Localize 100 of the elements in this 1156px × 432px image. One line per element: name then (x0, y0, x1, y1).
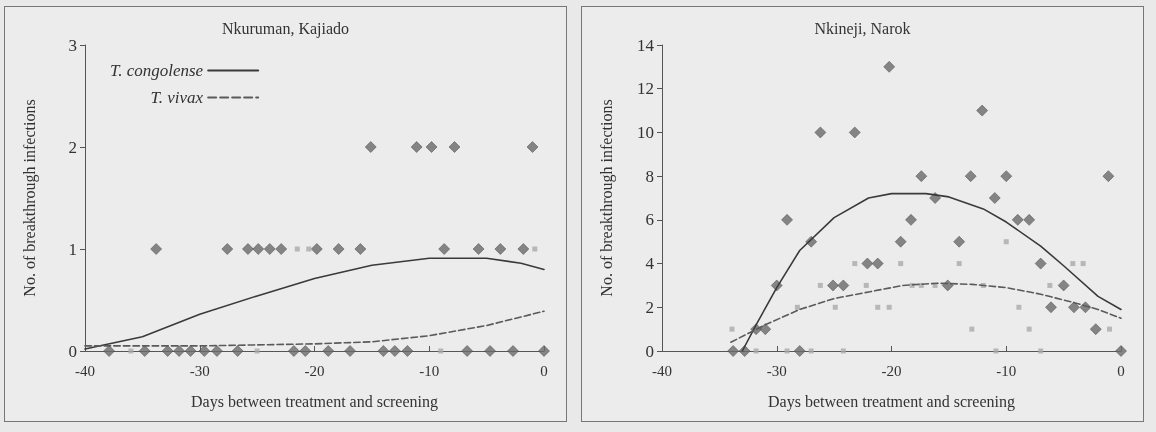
point (781, 214, 793, 226)
y-tick-label: 0 (645, 341, 654, 361)
point (794, 304, 800, 310)
point (1011, 214, 1024, 226)
x-tick-label: -30 (189, 362, 210, 379)
point (306, 246, 312, 252)
x-axis-title: Days between treatment and screening (190, 392, 439, 411)
point (784, 348, 790, 354)
point (837, 279, 850, 292)
point (883, 61, 895, 73)
y-axis-title: No. of breakthrough infections (20, 99, 39, 297)
point (915, 170, 928, 182)
point (138, 345, 151, 357)
x-tick-label: -20 (304, 362, 325, 379)
point (840, 348, 846, 354)
point (827, 279, 839, 292)
point (852, 261, 858, 267)
point (969, 326, 975, 332)
point (150, 243, 162, 255)
point (727, 345, 739, 357)
point (472, 243, 485, 255)
point (275, 243, 288, 255)
point (364, 141, 377, 153)
x-tick-label: -20 (881, 362, 902, 379)
point (898, 261, 904, 267)
point (263, 243, 276, 255)
x-tick-label: 0 (540, 362, 548, 379)
point (173, 345, 185, 357)
point (461, 345, 473, 357)
point (941, 279, 954, 292)
point (905, 214, 917, 226)
y-tick-label: 8 (645, 166, 654, 186)
legend-label: T. vivax (150, 88, 204, 107)
point (753, 348, 759, 354)
y-tick-label: 1 (68, 239, 77, 259)
point (863, 282, 869, 288)
y-tick-label: 2 (645, 297, 654, 317)
line-series (730, 282, 1122, 344)
point (894, 235, 907, 248)
point (953, 235, 965, 248)
point (1080, 261, 1086, 267)
point (1016, 304, 1022, 310)
point (1023, 214, 1035, 226)
point (886, 304, 892, 310)
point (526, 141, 539, 153)
point (507, 345, 519, 357)
y-tick-label: 4 (645, 254, 655, 274)
point (808, 348, 814, 354)
y-tick-label: 10 (637, 122, 654, 142)
point (322, 345, 335, 357)
point (425, 141, 438, 153)
point (288, 345, 300, 357)
y-tick-label: 2 (68, 137, 77, 157)
point (299, 345, 312, 357)
x-tick-label: -10 (996, 362, 1017, 379)
point (184, 345, 197, 357)
point (1000, 170, 1013, 182)
point (848, 126, 861, 139)
point (448, 141, 461, 153)
point (1003, 239, 1009, 245)
point (103, 345, 115, 357)
x-tick-label: -40 (75, 362, 95, 379)
point (993, 348, 999, 354)
point (814, 126, 827, 139)
point (861, 257, 874, 270)
point (242, 243, 254, 255)
point (729, 326, 735, 332)
point (332, 243, 345, 255)
point (875, 304, 881, 310)
point (231, 345, 244, 357)
point (484, 345, 496, 357)
point (1034, 257, 1047, 270)
point (494, 243, 507, 255)
point (294, 246, 300, 252)
point (1068, 301, 1080, 314)
point (1026, 326, 1032, 332)
point (161, 345, 174, 357)
point (252, 243, 265, 255)
point (956, 261, 962, 267)
point (354, 243, 367, 255)
point (1057, 279, 1070, 292)
point (1047, 282, 1053, 288)
point (344, 345, 356, 357)
point (410, 141, 423, 153)
y-axis-title: No. of breakthrough infections (597, 99, 616, 297)
y-tick-label: 12 (637, 79, 654, 99)
point (221, 243, 234, 255)
point (1045, 301, 1057, 314)
y-tick-label: 6 (645, 210, 654, 230)
point (817, 282, 823, 288)
point (1089, 323, 1102, 335)
y-tick-label: 0 (68, 341, 77, 361)
point (976, 104, 988, 117)
point (377, 345, 390, 357)
x-axis-title: Days between treatment and screening (767, 392, 1016, 411)
point (1102, 170, 1115, 182)
y-tick-label: 3 (68, 35, 77, 55)
point (793, 345, 806, 357)
point (389, 345, 401, 357)
chart-title: Nkuruman, Kajiado (221, 19, 350, 38)
